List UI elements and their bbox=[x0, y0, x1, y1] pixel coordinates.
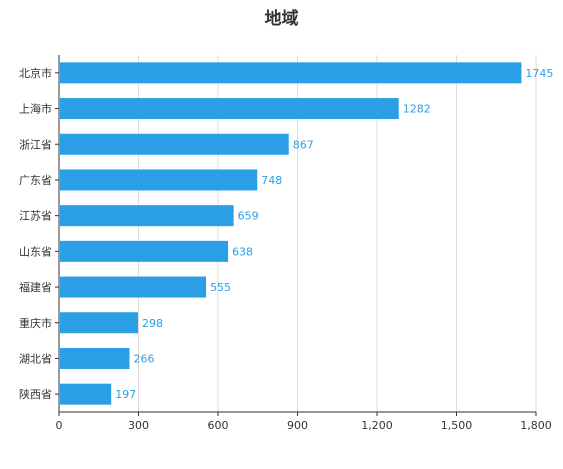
x-tick-label: 1,500 bbox=[441, 419, 473, 432]
category-label: 福建省 bbox=[19, 280, 52, 294]
category-label: 重庆市 bbox=[19, 316, 52, 330]
x-tick-label: 1,200 bbox=[361, 419, 393, 432]
bar bbox=[60, 312, 138, 334]
x-tick-label: 900 bbox=[287, 419, 308, 432]
data-label: 659 bbox=[238, 210, 259, 223]
bar bbox=[60, 169, 258, 191]
data-label: 1282 bbox=[403, 103, 431, 116]
data-label: 748 bbox=[261, 174, 282, 187]
data-label: 298 bbox=[142, 317, 163, 330]
bar bbox=[60, 240, 229, 262]
category-label: 山东省 bbox=[19, 245, 52, 258]
axes: 0 300 600 900 1,200 1,500 1,800 bbox=[55, 55, 552, 432]
category-label: 陕西省 bbox=[19, 387, 52, 401]
bar bbox=[60, 276, 207, 298]
grid-lines bbox=[138, 55, 537, 412]
x-tick-label: 0 bbox=[56, 419, 63, 432]
x-tick-label: 1,800 bbox=[520, 419, 552, 432]
data-label: 266 bbox=[133, 352, 154, 365]
x-tick-label: 600 bbox=[208, 419, 229, 432]
chart-title: 地域 bbox=[264, 9, 299, 29]
data-label: 638 bbox=[232, 245, 253, 258]
data-label: 197 bbox=[115, 388, 136, 401]
bar bbox=[60, 205, 234, 227]
data-label: 867 bbox=[293, 138, 314, 151]
bar bbox=[60, 347, 130, 369]
category-label: 江苏省 bbox=[19, 210, 52, 223]
data-label: 555 bbox=[210, 281, 231, 294]
x-tick-label: 300 bbox=[128, 419, 149, 432]
category-label: 北京市 bbox=[19, 66, 52, 80]
category-label: 上海市 bbox=[19, 102, 52, 116]
data-label: 1745 bbox=[525, 67, 553, 80]
bar bbox=[60, 98, 399, 120]
bar bbox=[60, 62, 522, 84]
category-label: 广东省 bbox=[19, 174, 52, 187]
labels: 北京市 1745 上海市 1282 浙江省 867 广东省 748 江苏省 659 山东省 638 福建… bbox=[19, 66, 553, 401]
bar bbox=[60, 383, 112, 405]
category-label: 湖北省 bbox=[19, 352, 52, 365]
category-label: 浙江省 bbox=[19, 138, 52, 151]
bar bbox=[60, 133, 289, 155]
bars bbox=[60, 62, 522, 405]
